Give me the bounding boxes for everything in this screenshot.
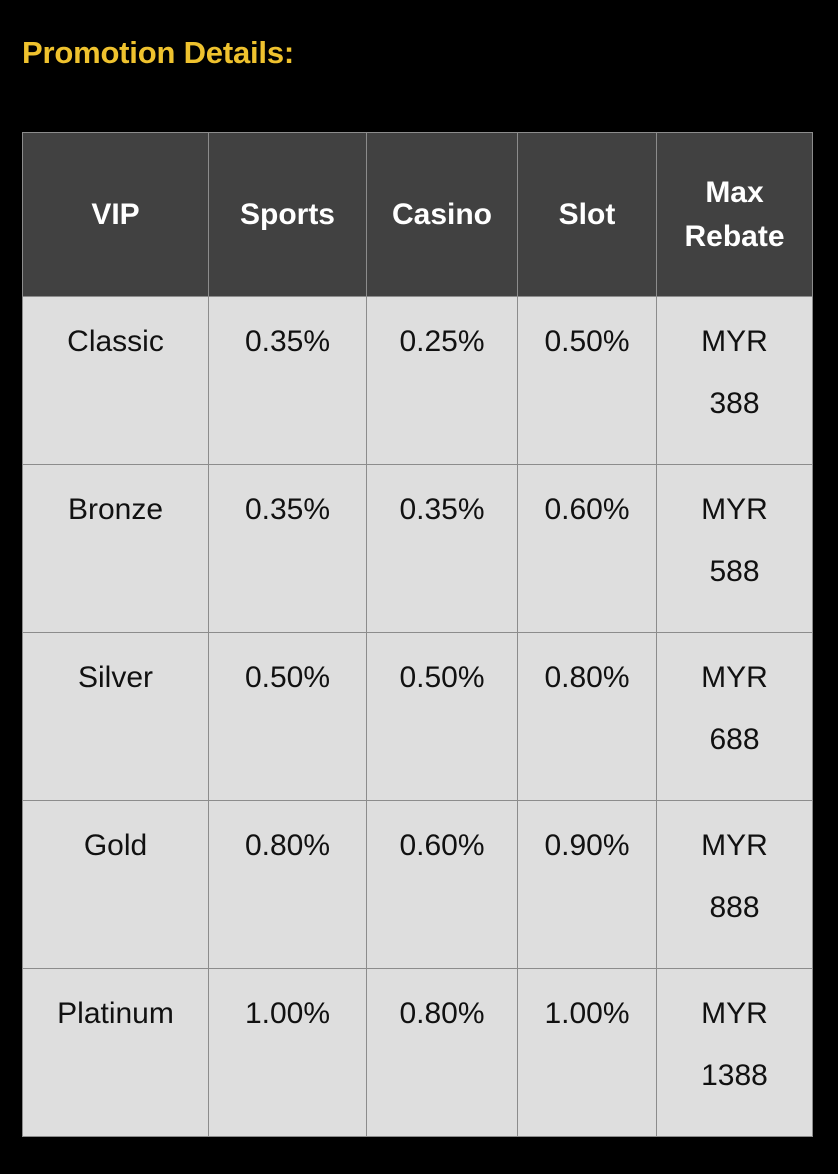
- cell-casino: 0.35%: [366, 464, 518, 633]
- cell-vip: Gold: [22, 800, 209, 969]
- table-row: Gold 0.80% 0.60% 0.90% MYR 888: [22, 800, 813, 969]
- cell-vip: Bronze: [22, 464, 209, 633]
- cell-sports: 0.35%: [208, 464, 367, 633]
- column-header-max-rebate-line2: Rebate: [684, 219, 785, 253]
- table-row: Bronze 0.35% 0.35% 0.60% MYR 588: [22, 464, 813, 633]
- cell-slot: 0.90%: [517, 800, 657, 969]
- column-header-max-rebate-line1: Max: [705, 175, 764, 209]
- cell-max-rebate-amount: 1388: [701, 1059, 768, 1092]
- cell-max-rebate-currency: MYR: [701, 997, 768, 1030]
- column-header-vip: VIP: [22, 132, 209, 297]
- cell-vip: Platinum: [22, 968, 209, 1137]
- table-header: VIP Sports Casino Slot Max Rebate: [22, 132, 813, 297]
- table-row: Platinum 1.00% 0.80% 1.00% MYR 1388: [22, 968, 813, 1137]
- column-header-max-rebate: Max Rebate: [656, 132, 813, 297]
- cell-slot: 1.00%: [517, 968, 657, 1137]
- cell-sports: 0.35%: [208, 296, 367, 465]
- cell-max-rebate-currency: MYR: [701, 325, 768, 358]
- page-title: Promotion Details:: [22, 35, 294, 70]
- cell-max-rebate-currency: MYR: [701, 829, 768, 862]
- cell-max-rebate-currency: MYR: [701, 493, 768, 526]
- cell-sports: 0.80%: [208, 800, 367, 969]
- column-header-sports: Sports: [208, 132, 367, 297]
- cell-sports: 1.00%: [208, 968, 367, 1137]
- cell-sports: 0.50%: [208, 632, 367, 801]
- cell-max-rebate-amount: 688: [709, 723, 760, 756]
- cell-casino: 0.80%: [366, 968, 518, 1137]
- cell-casino: 0.50%: [366, 632, 518, 801]
- cell-casino: 0.60%: [366, 800, 518, 969]
- cell-max-rebate: MYR 688: [656, 632, 813, 801]
- cell-max-rebate: MYR 1388: [656, 968, 813, 1137]
- cell-casino: 0.25%: [366, 296, 518, 465]
- cell-max-rebate-amount: 888: [709, 891, 760, 924]
- cell-slot: 0.80%: [517, 632, 657, 801]
- cell-max-rebate-amount: 588: [709, 555, 760, 588]
- cell-vip: Classic: [22, 296, 209, 465]
- cell-vip: Silver: [22, 632, 209, 801]
- cell-max-rebate-amount: 388: [709, 387, 760, 420]
- cell-max-rebate: MYR 588: [656, 464, 813, 633]
- table-row: Classic 0.35% 0.25% 0.50% MYR 388: [22, 296, 813, 465]
- column-header-casino: Casino: [366, 132, 518, 297]
- promotion-table-container: VIP Sports Casino Slot Max Rebate Classi…: [22, 132, 813, 1137]
- cell-slot: 0.60%: [517, 464, 657, 633]
- cell-max-rebate-currency: MYR: [701, 661, 768, 694]
- table-header-row: VIP Sports Casino Slot Max Rebate: [22, 132, 813, 297]
- table-row: Silver 0.50% 0.50% 0.80% MYR 688: [22, 632, 813, 801]
- cell-max-rebate: MYR 888: [656, 800, 813, 969]
- cell-slot: 0.50%: [517, 296, 657, 465]
- cell-max-rebate: MYR 388: [656, 296, 813, 465]
- column-header-slot: Slot: [517, 132, 657, 297]
- vip-rebate-table: VIP Sports Casino Slot Max Rebate Classi…: [22, 132, 813, 1137]
- table-body: Classic 0.35% 0.25% 0.50% MYR 388 Bronze…: [22, 296, 813, 1137]
